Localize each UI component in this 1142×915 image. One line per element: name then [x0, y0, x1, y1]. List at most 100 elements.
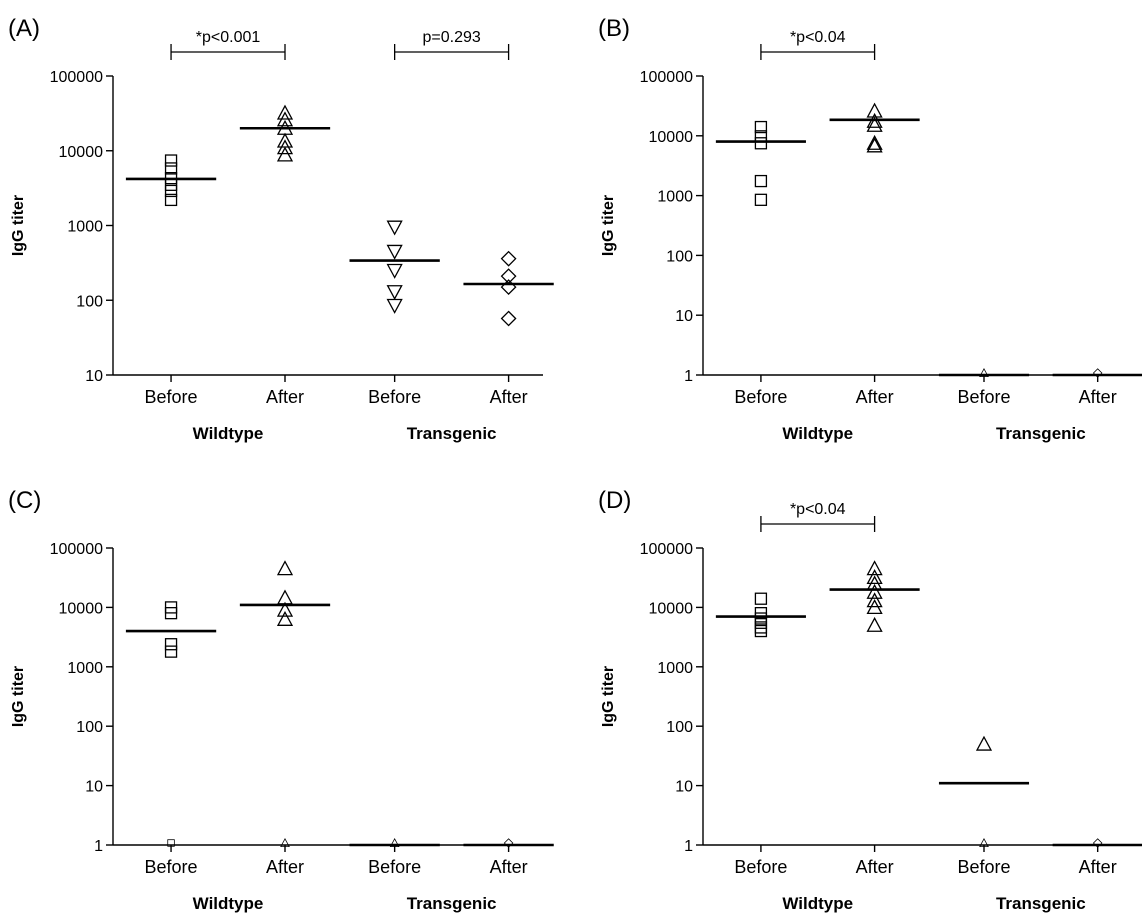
- x-category-label: After: [266, 857, 304, 877]
- group-label: Transgenic: [407, 424, 497, 443]
- significance-label: p=0.293: [422, 29, 480, 46]
- data-series: [938, 735, 1030, 847]
- significance-bracket: *p<0.001: [170, 29, 286, 60]
- data-point: [164, 193, 178, 207]
- data-point: [975, 735, 993, 751]
- x-category-label: Before: [734, 387, 787, 407]
- data-series: [463, 250, 554, 327]
- y-tick-label: 100000: [640, 69, 693, 86]
- y-axis-label: IgG titer: [600, 195, 617, 256]
- data-series: [715, 592, 806, 638]
- data-series: [1052, 368, 1142, 378]
- x-category-label: Before: [957, 857, 1010, 877]
- chart-panel: (D) 1 10 100 1000 10000 100000 IgG titer Before A…: [598, 487, 1142, 913]
- y-axis-label: IgG titer: [10, 666, 27, 727]
- data-point: [866, 592, 883, 608]
- data-point: [754, 120, 768, 134]
- data-point: [500, 268, 517, 285]
- data-point: [754, 624, 768, 638]
- data-point: [276, 132, 294, 148]
- x-category-label: Before: [368, 857, 421, 877]
- data-point: [280, 837, 290, 847]
- data-series: [349, 837, 440, 847]
- group-label: Wildtype: [782, 424, 853, 443]
- x-category-label: After: [490, 857, 528, 877]
- group-label: Transgenic: [996, 894, 1086, 913]
- y-tick-label: 10000: [649, 600, 694, 617]
- y-tick-label: 1: [684, 368, 693, 385]
- data-point: [866, 116, 883, 132]
- x-category-label: After: [490, 387, 528, 407]
- chart-panel: (C) 1 10 100 1000 10000 100000 IgG titer Before A…: [8, 487, 554, 913]
- data-series: [125, 601, 217, 847]
- significance-bracket: *p<0.04: [760, 501, 876, 532]
- y-axis-label: IgG titer: [600, 666, 617, 727]
- data-point: [754, 137, 768, 150]
- data-series: [829, 102, 920, 153]
- data-point: [386, 220, 403, 236]
- significance-label: *p<0.04: [790, 501, 846, 518]
- x-category-label: Before: [145, 387, 198, 407]
- y-tick-label: 100000: [50, 541, 103, 558]
- x-category-label: After: [1079, 387, 1117, 407]
- significance-label: *p<0.04: [790, 29, 846, 46]
- chart-panel: (B) 1 10 100 1000 10000 100000 IgG titer Before A…: [598, 15, 1142, 443]
- panel-label: (D): [598, 487, 631, 514]
- data-point: [500, 279, 517, 296]
- data-point: [164, 162, 178, 175]
- y-tick-label: 10: [85, 779, 103, 796]
- x-category-label: Before: [145, 857, 198, 877]
- y-tick-label: 100000: [640, 541, 693, 558]
- x-category-label: Before: [957, 387, 1010, 407]
- y-tick-label: 1: [684, 838, 693, 855]
- y-tick-label: 1000: [657, 189, 693, 206]
- y-tick-label: 100: [666, 248, 693, 265]
- y-tick-label: 10000: [649, 129, 694, 146]
- data-series: [125, 154, 217, 207]
- data-series: [938, 367, 1030, 377]
- y-tick-label: 1: [94, 838, 103, 855]
- data-point: [276, 610, 294, 626]
- panel-label: (B): [598, 15, 630, 42]
- data-point: [389, 837, 400, 847]
- data-point: [754, 607, 768, 620]
- data-series: [463, 838, 554, 848]
- data-point: [164, 154, 178, 167]
- x-category-label: After: [856, 387, 894, 407]
- data-point: [866, 616, 883, 632]
- data-point: [386, 285, 403, 301]
- group-label: Transgenic: [996, 424, 1086, 443]
- data-series: [239, 104, 331, 162]
- significance-bracket: p=0.293: [393, 29, 510, 60]
- y-tick-label: 10: [675, 308, 693, 325]
- data-series: [1052, 838, 1142, 848]
- group-label: Wildtype: [193, 424, 264, 443]
- y-tick-label: 10000: [59, 144, 104, 161]
- chart-panel: (A) 10 100 1000 10000 100000 IgG titer Before Af…: [8, 15, 554, 443]
- x-category-label: Before: [368, 387, 421, 407]
- y-tick-label: 1000: [67, 219, 103, 236]
- data-series: [829, 560, 920, 632]
- panel-label: (C): [8, 487, 41, 514]
- y-tick-label: 100: [76, 719, 103, 736]
- x-category-label: Before: [734, 857, 787, 877]
- data-point: [979, 367, 989, 377]
- panel-label: (A): [8, 15, 40, 42]
- data-point: [1092, 368, 1103, 378]
- y-tick-label: 10000: [59, 600, 104, 617]
- data-point: [276, 601, 294, 617]
- data-point: [276, 146, 294, 162]
- data-point: [866, 134, 883, 150]
- data-point: [866, 560, 883, 576]
- y-tick-label: 100: [666, 719, 693, 736]
- x-category-label: After: [266, 387, 304, 407]
- y-axis-label: IgG titer: [10, 195, 27, 256]
- data-point: [386, 244, 403, 260]
- significance-label: *p<0.001: [196, 29, 261, 46]
- data-point: [1092, 838, 1103, 848]
- x-category-label: After: [1079, 857, 1117, 877]
- data-point: [754, 174, 768, 188]
- data-point: [866, 102, 883, 118]
- data-point: [500, 250, 517, 267]
